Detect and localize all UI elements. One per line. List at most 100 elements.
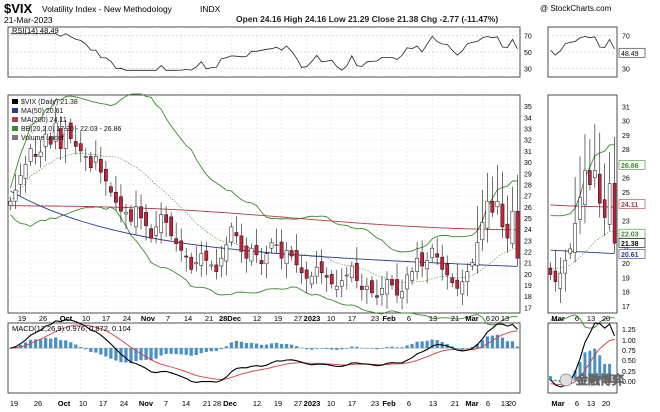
zoom-price-tick-label: 20: [622, 261, 630, 268]
macd-histogram-bar: [224, 346, 228, 349]
macd-histogram-bar: [395, 347, 399, 349]
price-candle: [234, 232, 239, 237]
price-badge: 21.38: [621, 241, 639, 248]
price-legend-item: Volume undef: [21, 135, 64, 142]
zoom-price-candle: [602, 199, 607, 218]
date-axis-top-label: 26: [39, 314, 47, 323]
macd-histogram-bar: [184, 348, 188, 355]
price-candle: [445, 263, 450, 276]
date-axis-bottom-label: 21: [451, 399, 459, 408]
price-candle: [199, 253, 204, 266]
macd-histogram-bar: [450, 346, 454, 349]
macd-histogram-bar: [84, 348, 88, 350]
macd-histogram-bar: [124, 348, 128, 363]
macd-histogram-bar: [385, 347, 389, 349]
macd-histogram-bar: [249, 342, 254, 349]
macd-histogram-bar: [365, 347, 369, 349]
price-candle: [68, 122, 73, 139]
price-candle: [219, 257, 224, 267]
macd-histogram-bar: [129, 348, 133, 364]
price-candle: [139, 206, 143, 219]
macd-histogram-bar: [89, 348, 93, 353]
rsi-tick-label: 30: [524, 67, 532, 74]
date-axis-bottom-label: Dec: [223, 399, 237, 408]
macd-histogram-bar: [460, 348, 464, 350]
price-candle: [229, 226, 234, 243]
macd-histogram-bar: [54, 337, 58, 349]
price-tick-label: 24: [524, 227, 532, 234]
macd-histogram-bar: [169, 348, 173, 354]
macd-histogram-bar: [164, 348, 168, 354]
zoom-price-candle: [578, 197, 582, 220]
price-candle: [38, 151, 43, 157]
price-candle: [395, 279, 399, 296]
price-tick-label: 23: [524, 238, 532, 245]
macd-histogram-bar: [335, 348, 339, 350]
price-candle: [53, 122, 58, 142]
date-axis-bottom-label: 12: [253, 399, 261, 408]
price-candle: [470, 262, 475, 267]
date-axis-top-label: 12: [253, 314, 261, 323]
panel-frame-2: [7, 322, 521, 394]
zoom-price-candle: [593, 170, 597, 178]
macd-histogram-bar: [310, 348, 314, 350]
date-axis-bottom-label: 28: [213, 399, 221, 408]
date-axis-top-label: 23: [371, 314, 379, 323]
price-candle: [119, 196, 123, 212]
price-candle: [354, 263, 359, 281]
chart-watermark: 金融博弈: [575, 372, 624, 387]
watermark-logo-icon: [559, 373, 573, 387]
date-axis-bottom-label: 17: [99, 399, 107, 408]
ma200-line: [10, 205, 518, 231]
price-tick-label: 34: [524, 115, 532, 122]
date-axis-top-label: 13: [501, 314, 509, 323]
zoom-macd-histogram-bar: [578, 361, 582, 381]
price-candle: [83, 156, 88, 158]
macd-histogram-bar: [325, 348, 329, 349]
macd-line: [10, 319, 518, 383]
zoom-date-bottom-label: 6: [575, 399, 579, 408]
stockcharts-watermark: @ StockCharts.com: [540, 4, 612, 13]
price-candle: [304, 269, 309, 279]
zoom-date-bottom-label: 20: [602, 399, 610, 408]
date-axis-top-label: 21: [451, 314, 459, 323]
price-candle: [204, 250, 209, 261]
macd-histogram-bar: [470, 346, 474, 349]
macd-histogram-bar: [38, 339, 43, 349]
price-candle: [500, 203, 505, 228]
date-axis-top-label: 6: [486, 314, 490, 323]
date-axis-bottom-label: 10: [327, 399, 335, 408]
price-candle: [8, 200, 13, 206]
macd-histogram-bar: [119, 348, 123, 363]
price-candle: [450, 277, 455, 284]
macd-histogram-bar: [64, 340, 68, 349]
zoom-macd-histogram-bar: [608, 364, 612, 381]
macd-histogram-bar: [114, 348, 118, 361]
zoom-panel-frame-1: [547, 94, 618, 314]
date-axis-top-label: 17: [102, 314, 110, 323]
date-axis-bottom-label: 21: [203, 399, 211, 408]
date-axis-bottom-label: 24: [120, 399, 128, 408]
price-candle: [48, 136, 53, 145]
macd-histogram-bar: [490, 335, 495, 349]
price-candle: [214, 264, 219, 272]
date-axis-top-label: 19: [274, 314, 282, 323]
price-candle: [114, 192, 118, 203]
price-candle: [129, 209, 133, 222]
price-tick-label: 19: [524, 283, 532, 290]
price-candle: [149, 228, 153, 239]
macd-histogram-bar: [264, 344, 269, 349]
zoom-price-candle: [548, 267, 553, 275]
macd-histogram-bar: [510, 341, 515, 349]
macd-histogram-bar: [199, 348, 203, 354]
price-candle: [490, 200, 495, 213]
macd-histogram-bar: [430, 339, 434, 349]
price-tick-label: 29: [524, 171, 532, 178]
price-badge-box: [618, 238, 646, 248]
macd-histogram-bar: [194, 348, 198, 356]
macd-histogram-bar: [425, 340, 429, 349]
legend-swatch: [12, 135, 18, 140]
rsi-tick-label: 50: [524, 50, 532, 57]
macd-histogram-bar: [214, 348, 218, 352]
zoom-price-candle: [588, 170, 592, 186]
